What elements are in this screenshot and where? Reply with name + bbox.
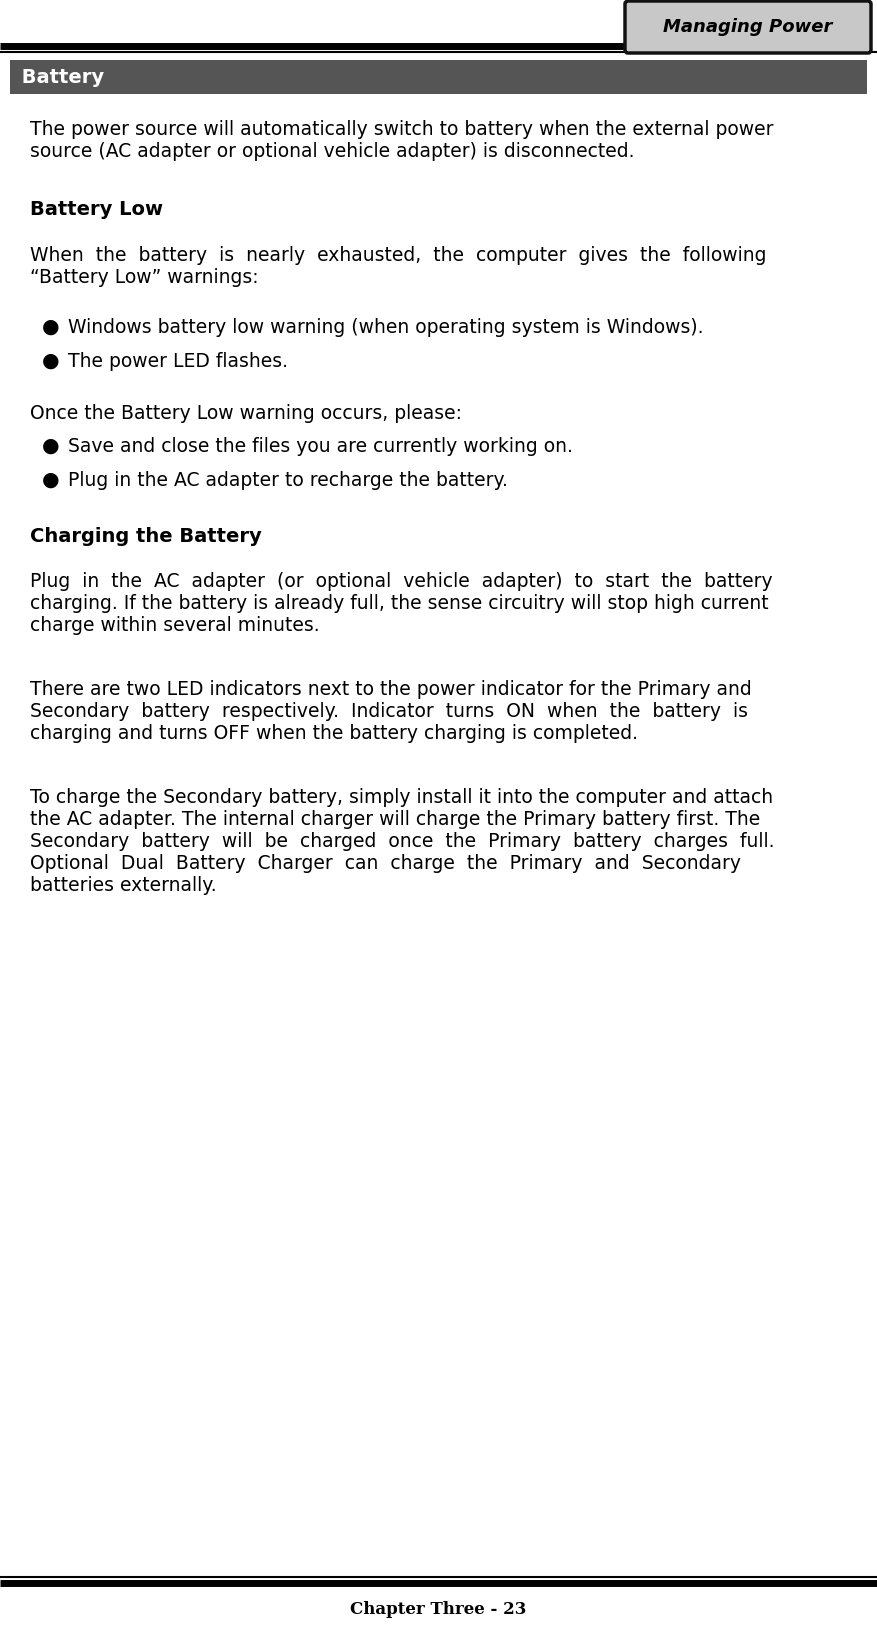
Text: To charge the Secondary battery, simply install it into the computer and attach
: To charge the Secondary battery, simply … bbox=[30, 788, 774, 894]
Text: Charging the Battery: Charging the Battery bbox=[30, 528, 261, 546]
Text: Battery Low: Battery Low bbox=[30, 200, 163, 218]
Text: Once the Battery Low warning occurs, please:: Once the Battery Low warning occurs, ple… bbox=[30, 404, 462, 424]
Text: ●: ● bbox=[42, 352, 60, 371]
Text: Managing Power: Managing Power bbox=[663, 18, 832, 36]
Text: Plug in the AC adapter to recharge the battery.: Plug in the AC adapter to recharge the b… bbox=[68, 471, 508, 490]
Text: Chapter Three - 23: Chapter Three - 23 bbox=[350, 1601, 527, 1619]
Text: ●: ● bbox=[42, 437, 60, 456]
Text: Battery: Battery bbox=[15, 67, 104, 86]
FancyBboxPatch shape bbox=[625, 2, 871, 54]
Text: There are two LED indicators next to the power indicator for the Primary and
Sec: There are two LED indicators next to the… bbox=[30, 679, 752, 743]
Text: The power source will automatically switch to battery when the external power
so: The power source will automatically swit… bbox=[30, 121, 774, 161]
Text: ●: ● bbox=[42, 471, 60, 490]
Text: When  the  battery  is  nearly  exhausted,  the  computer  gives  the  following: When the battery is nearly exhausted, th… bbox=[30, 246, 766, 287]
Text: Windows battery low warning (when operating system is Windows).: Windows battery low warning (when operat… bbox=[68, 318, 703, 337]
Text: ●: ● bbox=[42, 318, 60, 337]
Text: The power LED flashes.: The power LED flashes. bbox=[68, 352, 288, 371]
Text: Save and close the files you are currently working on.: Save and close the files you are current… bbox=[68, 437, 573, 456]
Text: Plug  in  the  AC  adapter  (or  optional  vehicle  adapter)  to  start  the  ba: Plug in the AC adapter (or optional vehi… bbox=[30, 572, 773, 635]
Bar bbox=[10, 60, 867, 94]
